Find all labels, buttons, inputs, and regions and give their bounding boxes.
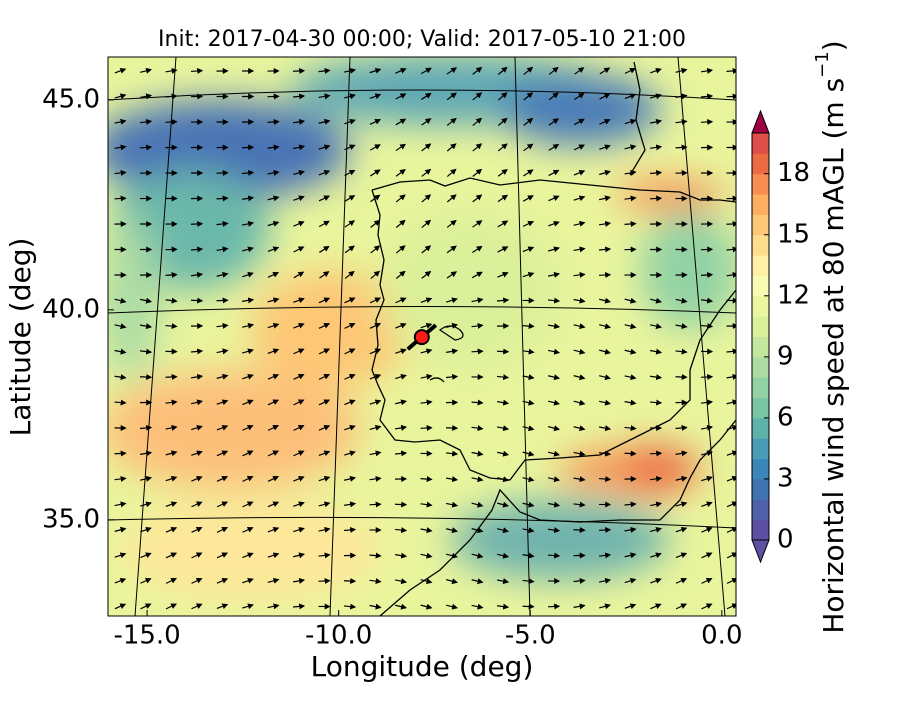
colorbar-tick-label: 0 [777,525,794,555]
colorbar-swatch [752,153,769,174]
wind-arrow [599,479,610,480]
wind-arrow [115,198,126,199]
wind-arrow [140,377,151,378]
wind-arrow [268,122,279,123]
wind-arrow [701,122,712,123]
colorbar-swatch [752,520,769,541]
wind-arrow [650,198,661,199]
colorbar-extend-bottom [752,540,769,562]
colorbar-swatch [752,479,769,500]
colorbar-swatch [752,133,769,154]
x-tick-label: 0.0 [701,621,742,651]
colorbar-swatch [752,357,769,378]
colorbar-swatch [752,235,769,256]
colorbar-tick-label: 3 [777,463,794,493]
wind-arrow [242,147,253,148]
wind-arrow [650,402,661,403]
y-axis-label: Latitude (deg) [4,238,37,437]
wind-arrow [650,453,661,454]
wind-arrow [191,300,202,301]
wind-arrow [421,428,432,429]
colorbar-tick-label: 9 [777,341,794,371]
wind-arrow [421,479,432,480]
colorbar-swatch [752,275,769,296]
wind-arrow [166,275,177,276]
colorbar-tick-label: 6 [777,402,794,432]
wind-arrow [472,351,483,352]
wind-arrow [319,581,330,582]
wind-arrow [191,71,202,72]
wind-arrow [548,555,559,556]
colorbar-swatch [752,214,769,235]
wind-arrow [701,275,712,276]
site-marker [415,330,429,344]
wind-arrow [701,326,712,327]
wind-arrow [166,122,177,123]
wind-arrow [701,377,712,378]
wind-arrow [293,71,304,72]
colorbar-label-exponent: −1 [812,51,833,78]
wind-arrow [217,300,228,301]
colorbar-label-text: Horizontal wind speed at 80 mAGL (m s [817,78,850,634]
y-tick-label: 35.0 [42,504,100,534]
colorbar-swatch [752,337,769,358]
wind-arrow [676,147,687,148]
colorbar-swatch [752,438,769,459]
chart-title: Init: 2017-04-30 00:00; Valid: 2017-05-1… [158,27,686,52]
colorbar-swatch [752,296,769,317]
colorbar: 0 3 6 9 12 15 18 [752,111,810,562]
wind-arrow [191,224,202,225]
colorbar-swatch [752,418,769,439]
x-axis-label: Longitude (deg) [311,650,534,683]
colorbar-extend-top [752,111,769,133]
y-tick-label: 45.0 [42,84,100,114]
colorbar-tick-label: 12 [777,280,810,310]
x-tick-label: -5.0 [505,621,556,651]
colorbar-swatch [752,377,769,398]
colorbar-swatch [752,255,769,276]
x-tick-label: -10.0 [305,621,372,651]
wind-arrow [217,198,228,199]
y-tick-label: 40.0 [42,294,100,324]
wind-arrow [548,606,559,607]
colorbar-label-end: ) [817,40,850,51]
wind-arrow [370,555,381,556]
colorbar-swatch [752,398,769,419]
wind-arrow [599,530,610,531]
wind-arrow [472,402,483,403]
colorbar-swatch [752,499,769,520]
wind-arrow [523,326,534,327]
colorbar-swatch [752,174,769,195]
colorbar-tick-label: 18 [777,158,810,188]
colorbar-swatch [752,316,769,337]
wind-arrow [625,224,636,225]
wind-arrow [115,453,126,454]
wind-arrow [140,147,151,148]
colorbar-swatch [752,459,769,480]
x-tick-label: -15.0 [113,621,180,651]
wind-arrow [370,504,381,505]
colorbar-label: Horizontal wind speed at 80 mAGL (m s−1) [812,40,850,633]
wind-arrow [166,377,177,378]
wind-arrow [599,275,610,276]
colorbar-tick-label: 15 [777,219,810,249]
colorbar-swatch [752,194,769,215]
